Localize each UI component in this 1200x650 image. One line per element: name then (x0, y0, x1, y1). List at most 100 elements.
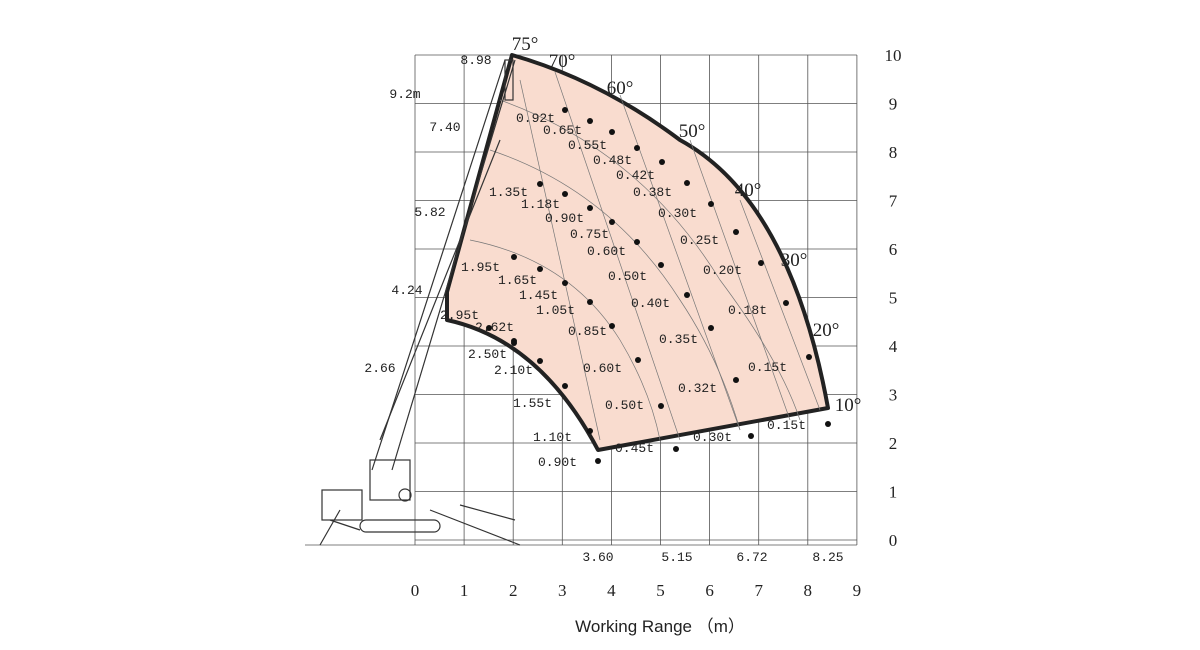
x-label: 3 (558, 581, 567, 600)
load-dot (634, 145, 640, 151)
load-dot (825, 421, 831, 427)
load-label: 1.05t (536, 303, 575, 318)
load-dot (587, 299, 593, 305)
load-label: 0.60t (587, 244, 626, 259)
x-label: 2 (509, 581, 518, 600)
load-dot (684, 180, 690, 186)
load-dot (748, 433, 754, 439)
angle-label: 30° (781, 250, 808, 271)
load-dot (562, 191, 568, 197)
load-dot (562, 107, 568, 113)
boom-length: 9.2m (389, 87, 420, 102)
boom-length: 4.24 (391, 283, 422, 298)
load-dot (733, 229, 739, 235)
load-label: 0.90t (538, 455, 577, 470)
load-label: 1.45t (519, 288, 558, 303)
load-dot (658, 403, 664, 409)
load-label: 0.60t (583, 361, 622, 376)
boom-length: 2.66 (364, 361, 395, 376)
load-label: 1.95t (461, 260, 500, 275)
load-dot (587, 428, 593, 434)
y-label: 3 (889, 386, 898, 405)
y-label: 0 (889, 531, 898, 550)
angle-label: 10° (835, 395, 862, 416)
y-label: 6 (889, 240, 898, 259)
x-label: 0 (411, 581, 420, 600)
load-label: 0.90t (545, 211, 584, 226)
y-label: 8 (889, 143, 898, 162)
load-dot (708, 325, 714, 331)
load-dot (609, 219, 615, 225)
y-label: 5 (889, 289, 898, 308)
y-label: 9 (889, 95, 898, 114)
load-dot (537, 358, 543, 364)
load-label: 2.10t (494, 363, 533, 378)
load-label: 0.85t (568, 324, 607, 339)
x-label: 1 (460, 581, 469, 600)
load-dot (758, 260, 764, 266)
load-label: 1.35t (489, 185, 528, 200)
load-dot (659, 159, 665, 165)
working-area (445, 53, 830, 452)
load-label: 0.25t (680, 233, 719, 248)
load-dot (658, 262, 664, 268)
load-dot (511, 254, 517, 260)
load-dot (609, 323, 615, 329)
load-dot (733, 377, 739, 383)
y-label: 2 (889, 434, 898, 453)
load-dot (587, 205, 593, 211)
load-dot (537, 181, 543, 187)
x-label: 9 (853, 581, 862, 600)
load-label: 0.45t (615, 441, 654, 456)
y-label: 4 (889, 337, 898, 356)
radius-label: 8.25 (812, 550, 843, 565)
load-dot (562, 280, 568, 286)
load-label: 0.30t (658, 206, 697, 221)
x-label: 5 (656, 581, 665, 600)
load-label: 2.50t (468, 347, 507, 362)
load-label: 2.62t (475, 320, 514, 335)
load-label: 0.40t (631, 296, 670, 311)
load-label: 0.65t (543, 123, 582, 138)
load-label: 0.92t (516, 111, 555, 126)
inner-arcs (469, 71, 821, 441)
load-dot (673, 446, 679, 452)
y-label: 10 (885, 46, 902, 65)
load-dot (635, 357, 641, 363)
load-dot (537, 266, 543, 272)
load-label: 0.38t (633, 185, 672, 200)
x-label: 7 (754, 581, 763, 600)
angle-label: 75° (512, 34, 539, 55)
load-label: 0.75t (570, 227, 609, 242)
load-label: 0.15t (767, 418, 806, 433)
x-label: 8 (804, 581, 813, 600)
load-label: 0.50t (605, 398, 644, 413)
boom-length: 7.40 (429, 120, 460, 135)
load-label: 0.48t (593, 153, 632, 168)
load-label: 1.10t (533, 430, 572, 445)
load-label: 0.15t (748, 360, 787, 375)
x-label: 6 (705, 581, 714, 600)
load-label: 0.20t (703, 263, 742, 278)
radius-label: 6.72 (736, 550, 767, 565)
radius-label: 3.60 (582, 550, 613, 565)
load-label: 2.95t (440, 308, 479, 323)
load-dot (562, 383, 568, 389)
load-dot (708, 201, 714, 207)
load-label: 1.65t (498, 273, 537, 288)
angle-label: 60° (607, 78, 634, 99)
load-label: 0.18t (728, 303, 767, 318)
load-dot (511, 340, 517, 346)
load-label: 0.55t (568, 138, 607, 153)
load-label: 0.50t (608, 269, 647, 284)
x-title: Working Range （m） (575, 617, 745, 636)
angle-label: 70° (549, 51, 576, 72)
crane-drawing (319, 59, 521, 546)
angle-label: 20° (813, 320, 840, 341)
load-dot (783, 300, 789, 306)
load-dot (595, 458, 601, 464)
angle-label: 40° (735, 180, 762, 201)
load-dot (609, 129, 615, 135)
